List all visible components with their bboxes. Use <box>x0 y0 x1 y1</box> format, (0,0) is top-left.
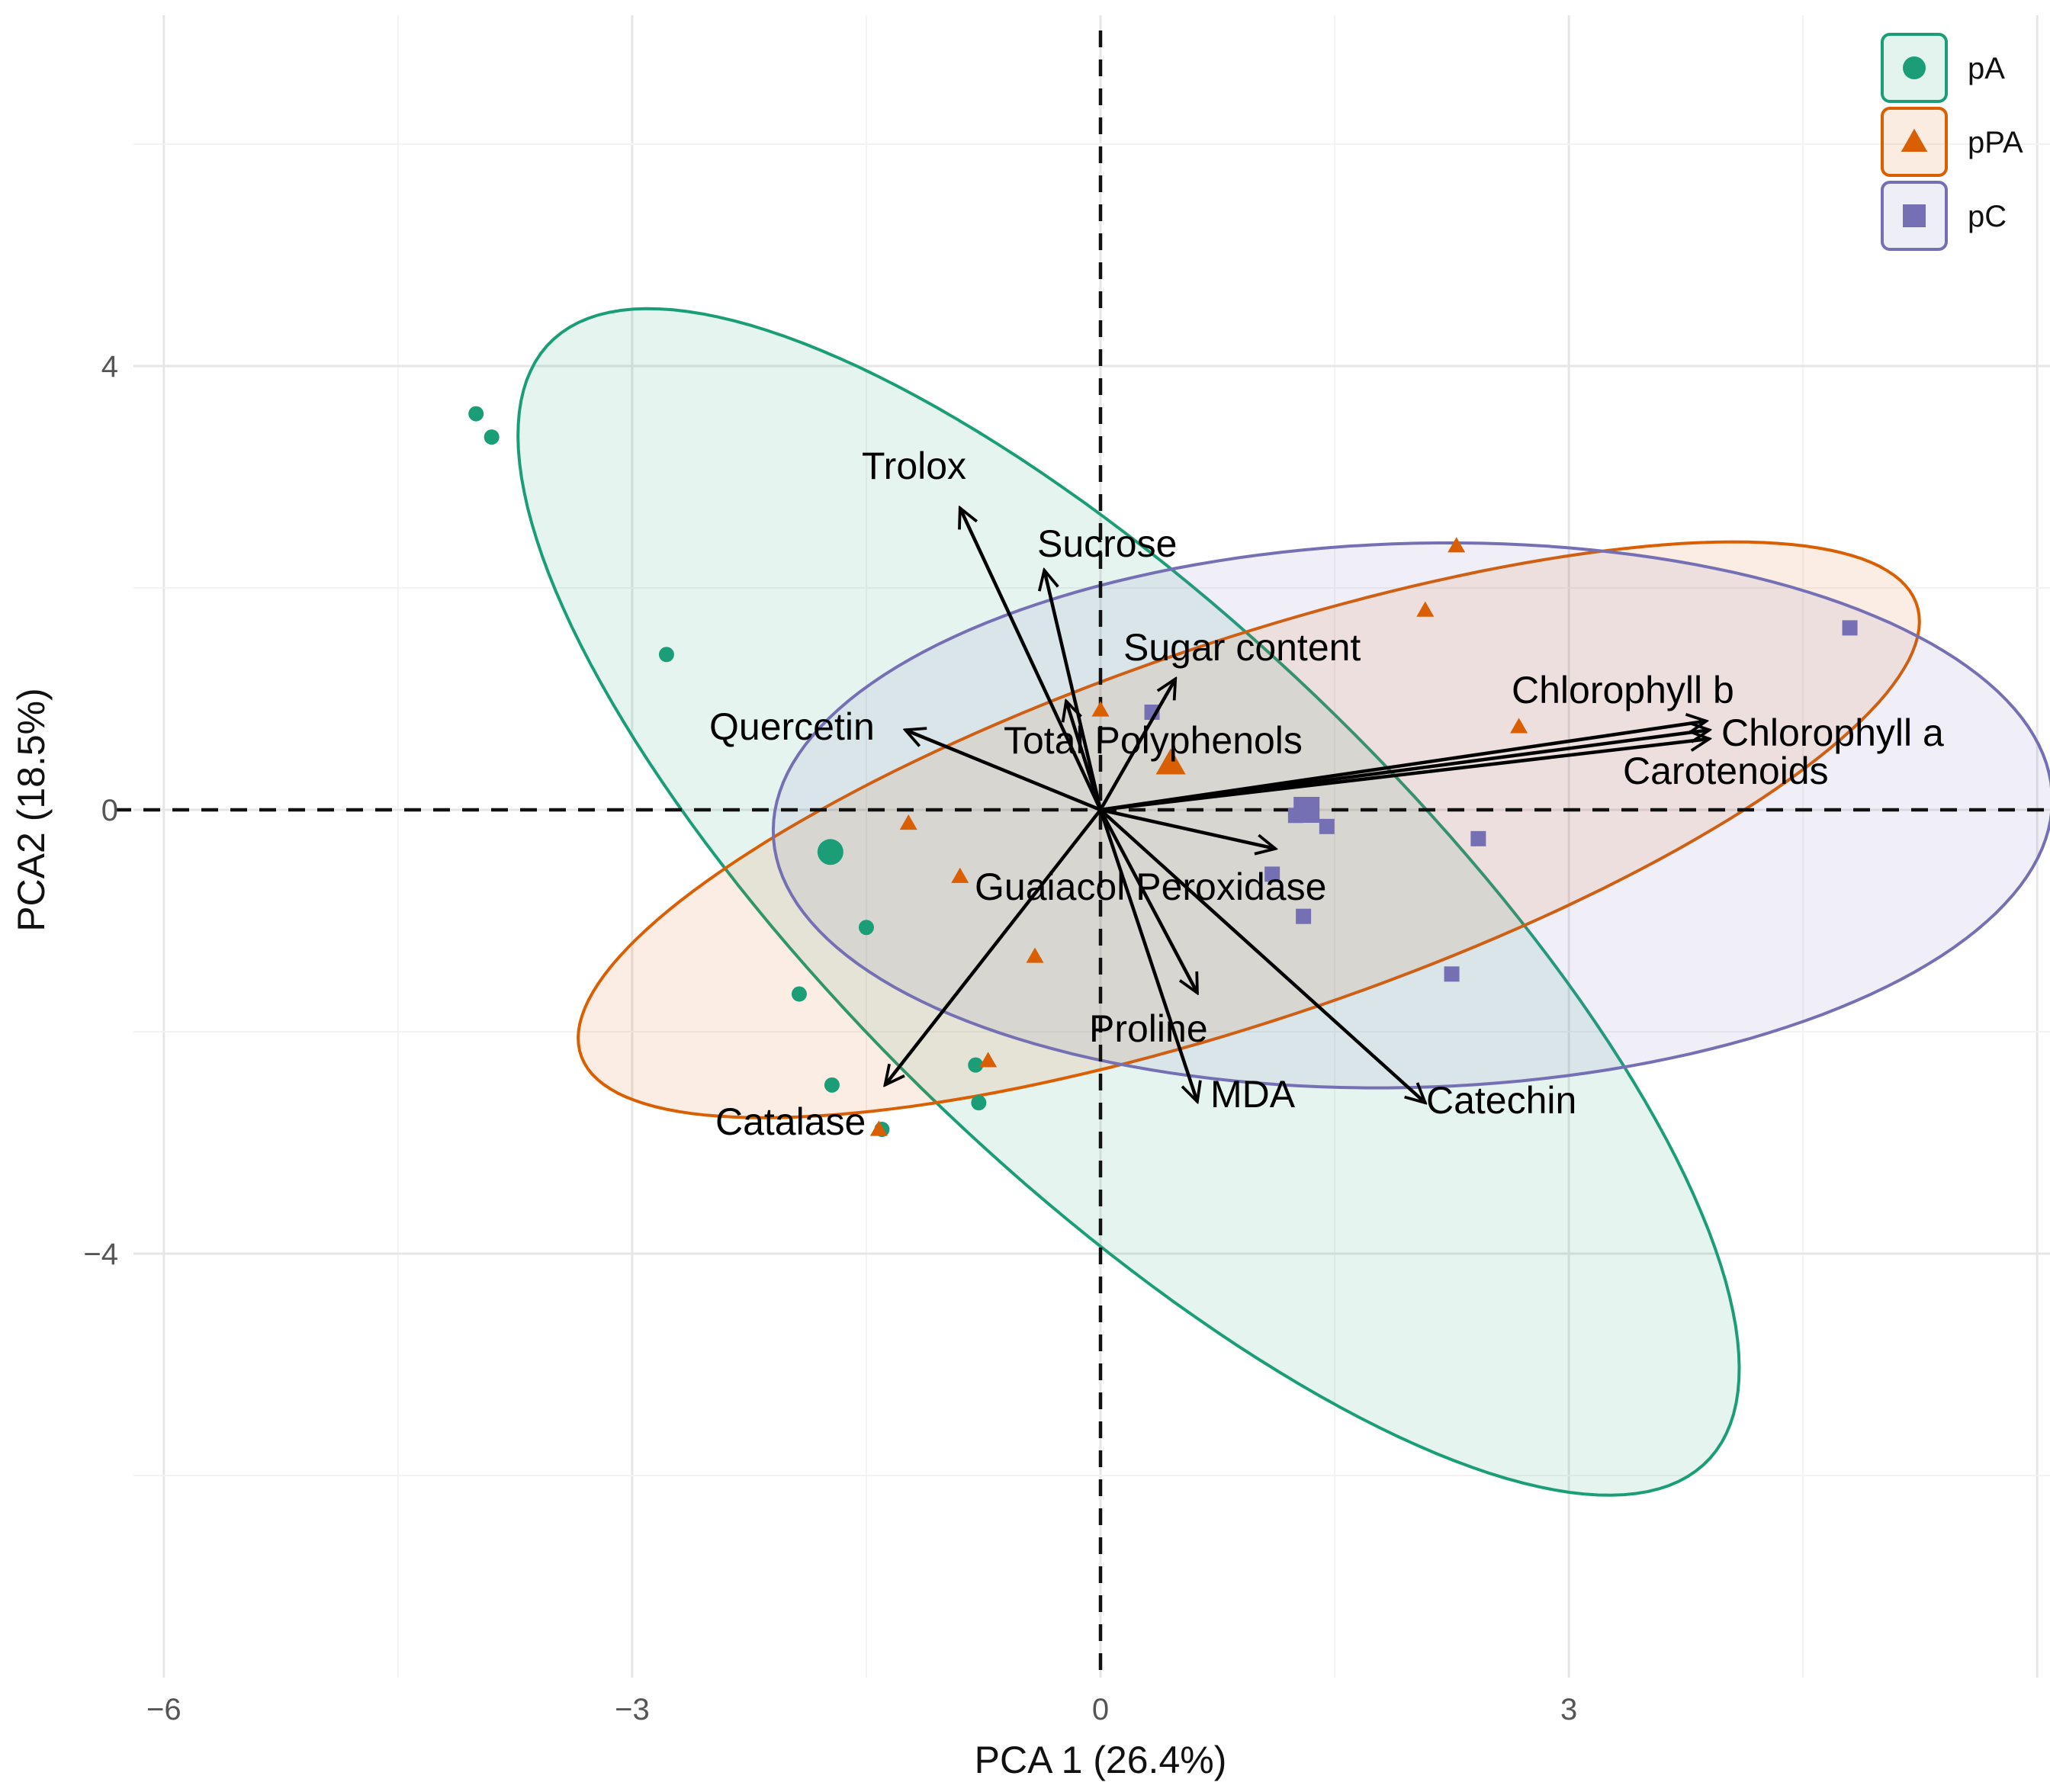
loading-label: Total Polyphenols <box>1004 719 1303 762</box>
legend-label: pC <box>1968 200 2007 233</box>
loading-arrow <box>1099 808 1425 1103</box>
loading-label: Quercetin <box>709 705 875 748</box>
ellipse-pC <box>771 541 2050 1090</box>
loading-arrow <box>1099 679 1175 811</box>
x-tick-label: −3 <box>615 1693 650 1726</box>
point-pA <box>968 1057 984 1073</box>
point-pC <box>1296 908 1312 924</box>
zero-reference-lines <box>114 31 2050 1678</box>
point-pA <box>658 647 674 663</box>
y-tick-label: 4 <box>101 350 118 384</box>
loading-label: Trolox <box>862 445 966 487</box>
point-pC <box>1842 620 1858 636</box>
point-pA <box>824 1077 840 1093</box>
x-tick-label: 0 <box>1092 1693 1109 1726</box>
legend-marker-pPA <box>1901 128 1928 152</box>
loading-label: Carotenoids <box>1623 750 1829 792</box>
point-pPA <box>1026 947 1044 963</box>
axis-ticks: −6 −3 0 3 4 0 −4 <box>83 350 1577 1726</box>
score-points <box>468 406 1858 1138</box>
y-axis-title: PCA2 (18.5%) <box>10 688 53 932</box>
point-pA <box>791 986 807 1002</box>
point-pC <box>1264 866 1280 882</box>
loading-label: MDA <box>1210 1073 1296 1116</box>
ellipse-pPA <box>577 540 1921 1119</box>
point-pA <box>858 920 874 936</box>
loading-label: Chlorophyll a <box>1721 711 1944 754</box>
loading-arrow <box>960 508 1103 811</box>
point-pPA <box>1416 601 1435 617</box>
legend-marker-pC <box>1903 204 1926 227</box>
ellipse-pA <box>516 307 1741 1497</box>
loading-arrow <box>1099 808 1199 993</box>
loading-label: Proline <box>1089 1007 1208 1050</box>
point-pA <box>468 406 484 422</box>
point-pA <box>484 429 500 445</box>
point-pPA <box>1510 718 1528 734</box>
loading-arrow <box>1044 570 1103 811</box>
x-tick-label: 3 <box>1560 1693 1577 1726</box>
loading-arrow <box>1098 809 1197 1102</box>
y-tick-label: 0 <box>101 794 118 827</box>
loading-label: Chlorophyll b <box>1512 669 1734 711</box>
centroid-pC <box>1293 797 1320 823</box>
loading-arrow <box>905 730 1101 812</box>
x-tick-label: −6 <box>146 1693 182 1726</box>
point-pPA <box>979 1052 998 1068</box>
confidence-ellipses <box>516 307 2050 1497</box>
point-pPA <box>899 814 917 830</box>
point-pPA <box>1091 701 1110 717</box>
y-tick-label: −4 <box>83 1238 118 1271</box>
loading-label: Catechin <box>1426 1079 1576 1122</box>
point-pC <box>1319 818 1335 834</box>
legend-marker-pA <box>1903 56 1926 79</box>
point-pC <box>1444 966 1460 982</box>
loading-arrow <box>1100 808 1275 849</box>
loading-arrow <box>1100 739 1709 812</box>
legend: pA pPA pC <box>1881 33 2023 251</box>
loading-arrow <box>1066 701 1103 811</box>
centroid-pPA <box>1155 748 1186 775</box>
point-pA <box>971 1095 987 1111</box>
loading-label: Sugar content <box>1123 626 1361 669</box>
point-pC <box>1470 830 1486 846</box>
point-pPA <box>869 1120 888 1136</box>
loading-label: Sucrose <box>1037 522 1177 565</box>
point-pPA <box>1448 537 1466 553</box>
loading-label: Catalase <box>715 1100 866 1143</box>
point-pPA <box>951 867 969 883</box>
centroid-pA <box>817 839 843 865</box>
legend-label: pA <box>1968 52 2005 85</box>
loading-arrow <box>885 808 1102 1085</box>
legend-label: pPA <box>1968 126 2023 159</box>
x-axis-title: PCA 1 (26.4%) <box>975 1739 1227 1781</box>
loading-vectors: Trolox Sucrose Sugar content Total Polyphen… <box>709 445 1944 1143</box>
